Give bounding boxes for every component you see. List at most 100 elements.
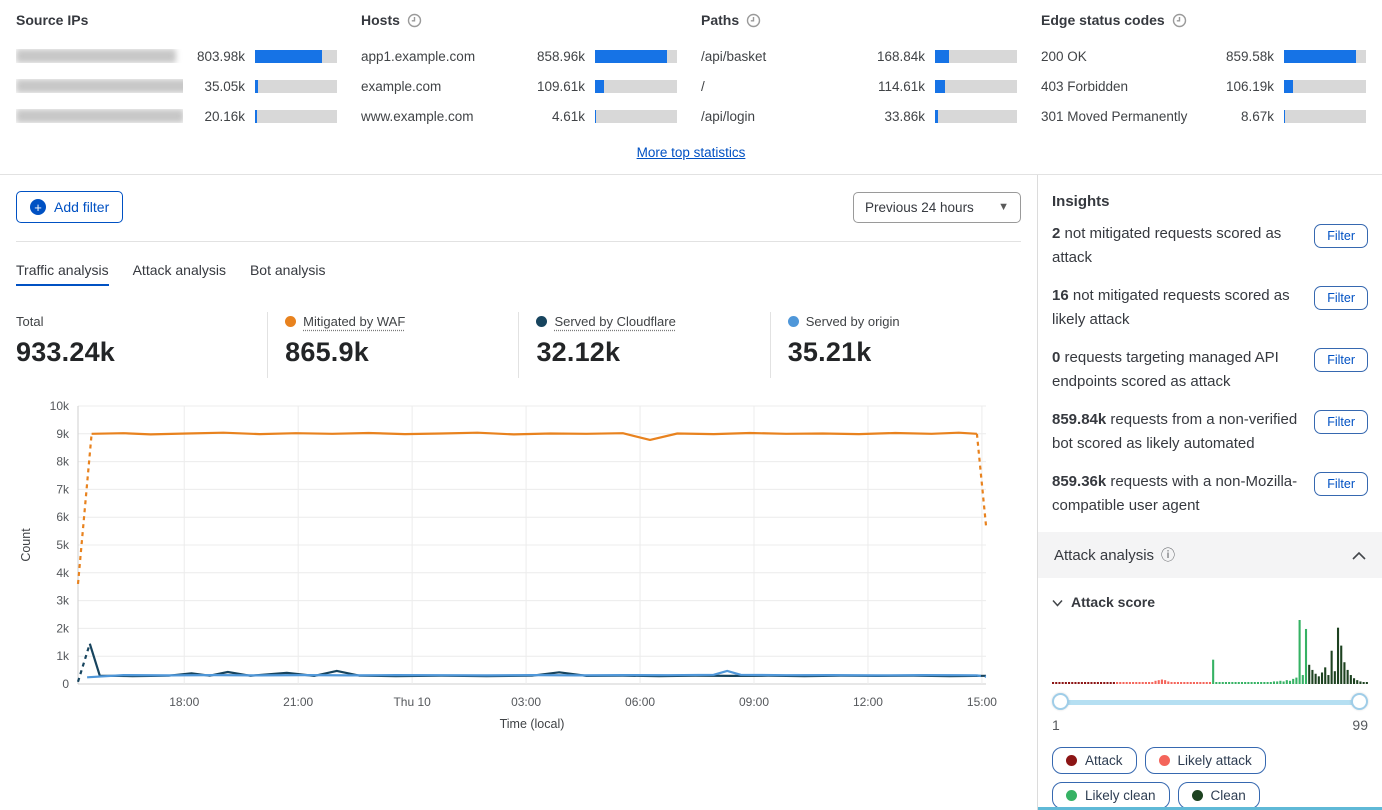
svg-text:06:00: 06:00 — [625, 695, 655, 709]
time-range-select[interactable]: Previous 24 hours ▼ — [853, 191, 1021, 223]
summary-label[interactable]: Served by Cloudflare — [554, 314, 676, 329]
redacted-source-ip — [16, 49, 183, 63]
attack-analysis-section-header[interactable]: Attack analysis ⓘ — [1038, 532, 1382, 578]
top-stat-column-paths: Paths/api/basket 168.84k / 114.61k/api/logi… — [701, 12, 1041, 131]
svg-text:6k: 6k — [56, 510, 70, 524]
redacted-block — [16, 109, 183, 123]
insight-filter-button[interactable]: Filter — [1314, 410, 1368, 434]
attack-color-dot — [1066, 755, 1077, 766]
top-stat-value: 33.86k — [884, 108, 925, 124]
svg-text:09:00: 09:00 — [739, 695, 769, 709]
top-stat-title: Source IPs — [16, 12, 89, 28]
likely-clean-color-dot — [1066, 790, 1077, 801]
info-icon[interactable]: ⓘ — [1161, 547, 1176, 563]
insight-item: 859.36k requests with a non-Mozilla-comp… — [1052, 470, 1368, 518]
redacted-source-ip — [16, 109, 183, 123]
attack-score-toggle[interactable]: Attack score — [1052, 594, 1368, 610]
top-stat-label: /api/login — [701, 108, 756, 124]
analysis-tabs: Traffic analysis Attack analysis Bot analy… — [16, 242, 1021, 286]
slider-handle-max[interactable] — [1351, 693, 1368, 710]
summary-served-by-cloudflare: Served by Cloudflare 32.12k — [518, 312, 769, 378]
summary-label[interactable]: Mitigated by WAF — [303, 314, 406, 329]
svg-text:9k: 9k — [56, 427, 70, 441]
score-legend: Attack Likely attack Likely clean Clean — [1052, 747, 1368, 809]
top-statistics: Source IPs 803.98k 35.05k 20.16k Hosts app1.e… — [0, 0, 1382, 135]
svg-text:7k: 7k — [56, 482, 70, 496]
summary-label: Total — [16, 314, 44, 329]
insight-filter-button[interactable]: Filter — [1314, 472, 1368, 496]
insight-item: 859.84k requests from a non-verified bot… — [1052, 408, 1368, 456]
tab-traffic-analysis[interactable]: Traffic analysis — [16, 262, 109, 286]
summary-value: 865.9k — [285, 337, 369, 367]
top-stat-bar — [255, 109, 337, 123]
top-stat-bar-fill — [255, 79, 258, 93]
redacted-source-ip — [16, 79, 183, 93]
top-stat-bar — [595, 109, 677, 123]
svg-text:Time (local): Time (local) — [500, 717, 565, 731]
svg-text:03:00: 03:00 — [511, 695, 541, 709]
top-stat-value: 8.67k — [1240, 108, 1274, 124]
analytics-content: + Add filter Previous 24 hours ▼ Traffic… — [0, 175, 1037, 810]
slider-handle-min[interactable] — [1052, 693, 1069, 710]
svg-text:15:00: 15:00 — [967, 695, 997, 709]
legend-button-attack[interactable]: Attack — [1052, 747, 1137, 774]
top-stat-bar-fill — [935, 109, 938, 123]
top-stat-header: Paths — [701, 12, 1017, 28]
clock-icon[interactable] — [407, 13, 422, 28]
summary-value: 32.12k — [536, 337, 621, 367]
add-filter-label: Add filter — [54, 199, 110, 215]
legend-label: Likely clean — [1085, 788, 1156, 803]
attack-score-slider[interactable] — [1052, 693, 1368, 711]
top-stat-value: 858.96k — [536, 48, 585, 64]
top-stat-label: /api/basket — [701, 48, 767, 64]
clock-icon[interactable] — [1172, 13, 1187, 28]
series-color-dot — [536, 316, 548, 327]
top-stat-bar-fill — [1284, 79, 1293, 93]
redacted-block — [16, 79, 183, 93]
legend-button-likely-clean[interactable]: Likely clean — [1052, 782, 1170, 809]
attack-analysis-title: Attack analysis — [1054, 546, 1155, 564]
top-stat-value: 114.61k — [877, 78, 925, 94]
top-stat-header: Source IPs — [16, 12, 337, 28]
tab-attack-analysis[interactable]: Attack analysis — [132, 262, 226, 278]
top-stat-bar — [1284, 49, 1366, 63]
insight-text: 859.36k requests with a non-Mozilla-comp… — [1052, 473, 1298, 514]
insight-filter-button[interactable]: Filter — [1314, 286, 1368, 310]
legend-button-clean[interactable]: Clean — [1177, 782, 1260, 809]
top-stat-row: www.example.com 4.61k — [361, 101, 677, 131]
insight-filter-button[interactable]: Filter — [1314, 224, 1368, 248]
top-stat-column-source-ips: Source IPs 803.98k 35.05k 20.16k — [16, 12, 361, 131]
top-stat-bar-fill — [935, 49, 950, 63]
svg-text:8k: 8k — [56, 455, 70, 469]
add-filter-button[interactable]: + Add filter — [16, 191, 124, 223]
svg-text:18:00: 18:00 — [169, 695, 199, 709]
top-stat-title: Edge status codes — [1041, 12, 1165, 28]
top-stat-row: 35.05k — [16, 71, 337, 101]
top-stat-bar-fill — [595, 49, 668, 63]
top-stat-bar-fill — [255, 109, 257, 123]
chevron-down-icon — [1052, 594, 1063, 610]
clock-icon[interactable] — [746, 13, 761, 28]
insight-value: 2 — [1052, 225, 1061, 242]
main-area: + Add filter Previous 24 hours ▼ Traffic… — [0, 175, 1382, 810]
plus-icon: + — [30, 199, 46, 215]
series-color-dot — [787, 316, 799, 327]
top-stat-bar-fill — [1284, 49, 1357, 63]
legend-button-likely-attack[interactable]: Likely attack — [1144, 747, 1266, 774]
legend-label: Attack — [1085, 753, 1123, 768]
traffic-chart: 0 1k 2k 3k 4k 5k 6k 7k 8k 9k 10k 18:00 21:00 Thu 10 03… — [16, 394, 1021, 749]
slider-labels: 1 99 — [1052, 717, 1368, 733]
insight-value: 0 — [1052, 349, 1061, 366]
top-stat-row: 200 OK 859.58k — [1041, 41, 1366, 71]
top-stat-bar — [255, 49, 337, 63]
top-stat-bar-fill — [935, 79, 945, 93]
likely-attack-color-dot — [1158, 755, 1170, 766]
summary-label-row: Mitigated by WAF — [285, 314, 518, 329]
svg-text:21:00: 21:00 — [283, 695, 313, 709]
tab-bot-analysis[interactable]: Bot analysis — [249, 262, 326, 278]
top-stat-title: Paths — [701, 12, 740, 28]
more-top-statistics-link[interactable]: More top statistics — [636, 145, 746, 160]
insight-filter-button[interactable]: Filter — [1314, 348, 1368, 372]
insight-value: 16 — [1052, 287, 1069, 304]
top-stat-row: 803.98k — [16, 41, 337, 71]
